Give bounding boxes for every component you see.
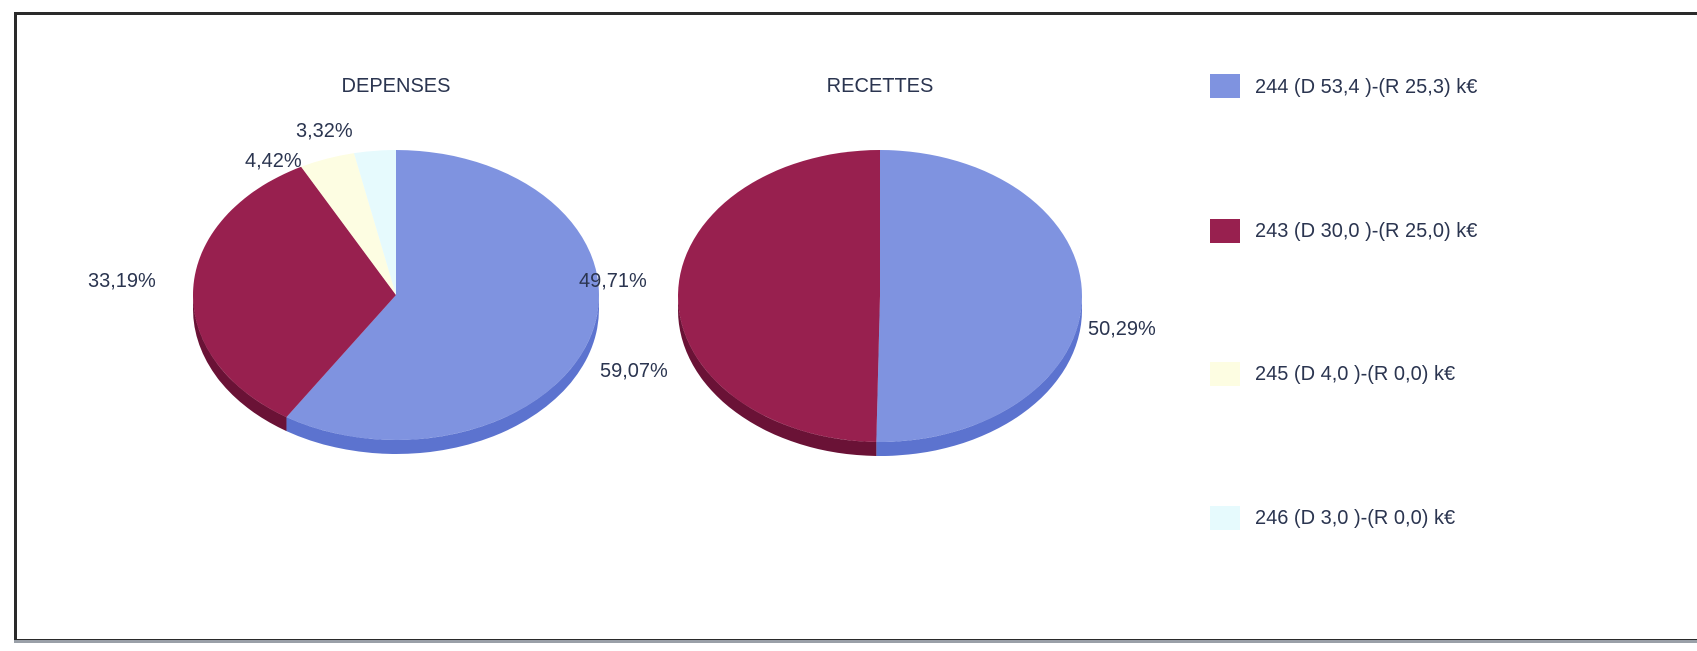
depenses-slice-245 <box>301 153 396 295</box>
legend-label-245: 245 (D 4,0 )-(R 0,0) k€ <box>1255 363 1455 385</box>
depenses-label-245: 4,42% <box>245 150 302 172</box>
legend-swatch-243 <box>1210 219 1240 243</box>
legend: 244 (D 53,4 )-(R 25,3) k€ 243 (D 30,0 )-… <box>1210 74 1477 530</box>
recettes-slice-244-side <box>876 296 1082 457</box>
recettes-label-244: 50,29% <box>1088 318 1156 340</box>
recettes-label-243: 49,71% <box>579 270 647 292</box>
depenses-slice-244-side <box>286 295 599 454</box>
depenses-slice-246 <box>353 150 396 295</box>
legend-swatch-246 <box>1210 506 1240 530</box>
recettes-slice-244 <box>876 150 1083 443</box>
depenses-slice-243-side <box>193 295 287 432</box>
pie-recettes <box>678 150 1083 457</box>
recettes-slice-243-side <box>678 296 877 456</box>
legend-label-244: 244 (D 53,4 )-(R 25,3) k€ <box>1255 76 1477 98</box>
depenses-label-244: 59,07% <box>600 360 668 382</box>
recettes-title: RECETTES <box>827 75 934 97</box>
legend-swatch-245 <box>1210 362 1240 386</box>
legend-swatch-244 <box>1210 74 1240 98</box>
depenses-label-243: 33,19% <box>88 270 156 292</box>
legend-label-246: 246 (D 3,0 )-(R 0,0) k€ <box>1255 507 1455 529</box>
depenses-slice-243 <box>192 166 396 418</box>
recettes-slice-243 <box>678 150 880 442</box>
depenses-title: DEPENSES <box>342 75 451 97</box>
depenses-slice-244 <box>286 150 599 440</box>
legend-label-243: 243 (D 30,0 )-(R 25,0) k€ <box>1255 220 1477 242</box>
frame-bottom-edge <box>14 640 1697 643</box>
depenses-label-246: 3,32% <box>296 120 353 142</box>
pie-depenses <box>192 150 599 454</box>
